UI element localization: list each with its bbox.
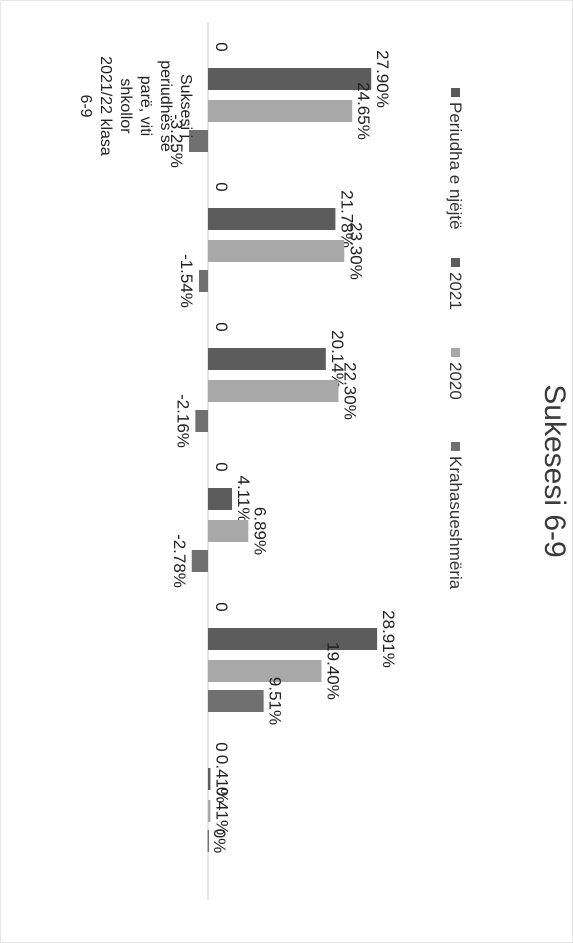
bar xyxy=(208,100,353,122)
category-label: Suksesi i xyxy=(177,74,194,138)
data-label: 22.30% xyxy=(340,362,359,420)
category-label: 2021/22 klasa xyxy=(97,56,114,156)
bar xyxy=(207,830,209,852)
bar xyxy=(198,270,208,292)
category-label: periudhës së xyxy=(157,60,174,152)
bar xyxy=(207,800,211,822)
data-label: 0 xyxy=(212,602,231,611)
bar xyxy=(207,208,336,230)
bar xyxy=(207,520,249,542)
data-label: 0 xyxy=(212,322,231,331)
data-label: -2.16% xyxy=(173,394,192,448)
data-label: 4.11% xyxy=(234,476,253,523)
data-label: -2.78% xyxy=(170,534,189,588)
category-label: parë, viti xyxy=(137,76,154,136)
bar xyxy=(188,130,208,152)
data-label: -3.25% xyxy=(167,114,186,168)
legend-label: 2021 xyxy=(446,272,465,310)
data-label: 20.14% xyxy=(328,330,347,388)
category-label: 6-9 xyxy=(77,94,94,117)
bar xyxy=(191,550,208,572)
data-label: 0% xyxy=(210,829,229,854)
legend-swatch xyxy=(451,348,460,357)
data-label: 24.65% xyxy=(354,82,373,140)
bar xyxy=(208,690,264,712)
data-label: 19.40% xyxy=(323,642,342,700)
legend-label: Periudha e njëjtë xyxy=(446,102,465,230)
legend-label: 2020 xyxy=(446,362,465,400)
data-label: 23.30% xyxy=(346,222,365,280)
data-label: 6.89% xyxy=(250,507,269,555)
bar xyxy=(208,628,378,650)
category-label: shkollor xyxy=(117,78,134,134)
chart-title: Sukesesi 6-9 xyxy=(538,384,571,557)
legend-swatch xyxy=(451,258,460,267)
data-label: 0 xyxy=(212,182,231,191)
data-label: 28.91% xyxy=(379,610,398,668)
bar xyxy=(208,348,326,370)
bar xyxy=(208,660,322,682)
bar xyxy=(207,488,233,510)
data-label: 27.90% xyxy=(373,50,392,108)
data-label: 0 xyxy=(212,42,231,51)
data-label: 21.78% xyxy=(337,190,356,248)
legend-swatch xyxy=(451,88,460,97)
bar xyxy=(208,240,345,262)
bar xyxy=(207,768,211,790)
legend-label: Krahasueshmëria xyxy=(446,456,465,590)
bar xyxy=(195,410,208,432)
legend-swatch xyxy=(451,442,460,451)
data-label: 9.51% xyxy=(266,677,285,725)
data-label: 0 xyxy=(212,462,231,471)
bar xyxy=(208,68,372,90)
data-label: 0.41% xyxy=(212,755,231,803)
data-label: -1.54% xyxy=(177,254,196,308)
bar xyxy=(208,380,339,402)
data-label: 0 xyxy=(212,742,231,751)
data-label: 0.41% xyxy=(212,787,231,835)
